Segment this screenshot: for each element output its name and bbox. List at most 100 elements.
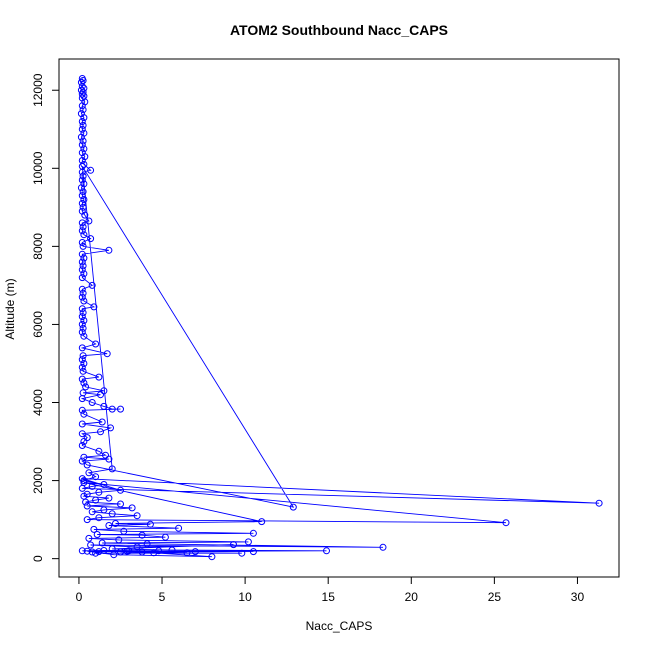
data-point [80,114,88,122]
data-point [80,145,88,153]
data-point [80,270,88,278]
data-point [80,297,88,305]
y-tick-label: 12000 [31,73,45,107]
data-point [80,196,88,203]
data-point [88,482,96,490]
data-point [78,442,86,449]
data-point [79,309,87,317]
data-point [78,118,86,125]
data-point [78,285,86,293]
data-point [117,486,124,494]
data-point [79,188,87,196]
data-point [80,479,88,486]
data-point [289,503,297,511]
data-point [108,465,116,473]
data-point [161,533,169,541]
data-point [117,548,124,556]
data-point [155,547,163,555]
data-point [78,305,86,313]
x-tick-label: 0 [76,590,83,604]
data-point [249,548,257,556]
data-point [78,547,86,555]
data-point [117,500,124,508]
data-point [80,231,88,239]
data-point [87,235,95,243]
data-point [79,352,87,360]
data-point [92,549,100,557]
x-tick-label: 5 [159,590,166,604]
data-point [88,548,96,556]
data-point [138,548,146,556]
data-point [78,199,86,207]
data-point [80,360,88,367]
data-point [79,137,87,145]
data-point [88,281,96,289]
data-point [183,549,191,557]
data-point [77,184,85,192]
data-point [191,548,199,556]
data-point [80,410,88,418]
data-point [133,543,141,551]
data-point [78,420,86,428]
y-tick-label: 8000 [31,233,45,260]
data-point [80,254,88,262]
data-point [79,172,87,180]
data-point [80,453,88,461]
data-point [88,508,96,516]
data-point [79,242,87,250]
data-point [81,211,89,219]
data-point [108,510,116,518]
data-point [100,481,108,488]
data-point [88,399,96,406]
data-point [105,522,113,529]
data-point [83,516,91,524]
data-point [78,250,86,258]
data-point [138,531,146,539]
data-point [95,447,103,455]
data-point [105,494,113,502]
data-point [78,219,86,227]
y-tick-label: 6000 [31,311,45,338]
y-axis: 0 2000 4000 6000 8000 10000 12000 [31,73,59,562]
series-layer [77,75,603,561]
data-point [230,541,237,549]
data-point [79,367,87,375]
data-point [100,387,108,395]
data-point [238,549,246,557]
data-point [110,551,118,559]
data-point [82,383,90,391]
data-point [78,192,86,200]
y-tick-label: 10000 [31,151,45,185]
data-point [80,332,88,340]
data-point [95,373,103,381]
data-point [117,405,124,413]
data-point [78,274,86,282]
data-point [112,520,119,527]
y-axis-label: Altitude (m) [3,278,17,339]
data-point [78,125,86,133]
x-axis: 0 5 10 15 20 25 30 [76,577,585,604]
data-point [123,547,131,555]
data-point [85,534,93,542]
data-point [79,289,87,297]
data-point [80,317,88,324]
data-point [85,217,93,225]
data-point [78,176,86,184]
data-point [78,313,86,321]
data-point [92,340,100,348]
data-point [97,428,104,436]
data-point [90,303,98,311]
x-tick-label: 30 [571,590,585,604]
data-point [79,203,87,211]
data-point [208,553,216,561]
data-point [258,518,266,526]
data-point [105,455,113,463]
data-point [103,350,111,358]
data-point [102,451,109,459]
data-point [595,499,603,507]
data-point [79,262,87,270]
data-point [78,406,86,414]
data-point [77,133,85,141]
